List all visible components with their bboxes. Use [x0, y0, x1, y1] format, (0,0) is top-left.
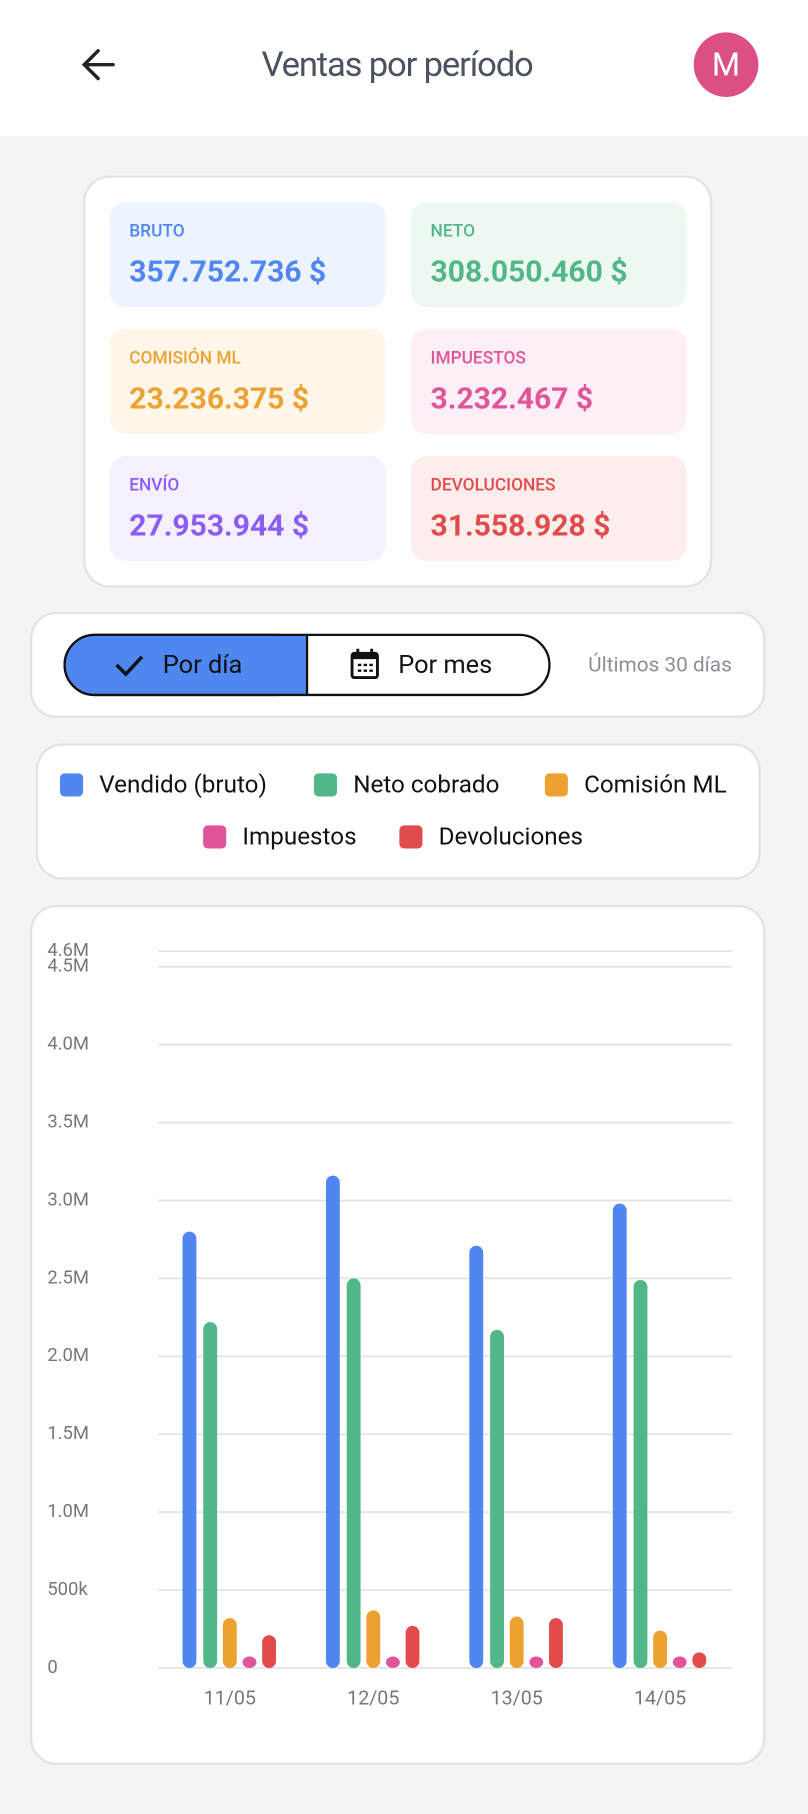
- y-tick-label: 4.6M: [47, 939, 89, 961]
- summary-value: 23.236.375 $: [129, 381, 309, 416]
- y-tick-label: 3.0M: [47, 1188, 89, 1210]
- legend-swatch: [544, 773, 568, 797]
- bar: [325, 1175, 340, 1668]
- summary-label: COMISIÓN ML: [129, 349, 241, 369]
- by-day-fill: [64, 634, 308, 695]
- summary-label: IMPUESTOS: [431, 349, 526, 369]
- summary-label: NETO: [431, 222, 476, 242]
- legend-label: Vendido (bruto): [99, 771, 267, 799]
- bar: [366, 1610, 381, 1668]
- bar: [633, 1279, 648, 1668]
- avatar-initial: M: [712, 46, 740, 84]
- app-bar: [0, 0, 808, 137]
- bar: [222, 1618, 237, 1668]
- avatar[interactable]: [693, 32, 759, 97]
- legend-label: Comisión ML: [584, 771, 727, 799]
- bar: [203, 1322, 218, 1668]
- bar: [182, 1231, 197, 1668]
- summary-value: 31.558.928 $: [431, 508, 611, 543]
- legend-swatch: [203, 825, 227, 849]
- y-tick-label: 3.5M: [47, 1110, 89, 1132]
- bar: [653, 1630, 668, 1668]
- bar: [509, 1616, 524, 1668]
- by-month-label: Por mes: [398, 650, 492, 680]
- summary-tile: [410, 202, 687, 308]
- y-tick-label: 0: [47, 1656, 57, 1678]
- summary-tile: [109, 329, 386, 435]
- summary-label: DEVOLUCIONES: [431, 476, 556, 496]
- legend-swatch: [60, 773, 84, 797]
- bar: [672, 1656, 687, 1668]
- bar: [405, 1625, 420, 1668]
- x-tick-label: 13/05: [491, 1686, 543, 1709]
- legend-card: [35, 743, 761, 880]
- by-day-label: Por día: [163, 650, 243, 680]
- y-tick-label: 1.5M: [47, 1422, 89, 1444]
- bar: [692, 1652, 707, 1668]
- summary-value: 308.050.460 $: [431, 255, 628, 290]
- legend-swatch: [399, 825, 423, 849]
- bar: [469, 1245, 484, 1668]
- x-tick-label: 14/05: [634, 1686, 686, 1709]
- bar: [529, 1656, 544, 1668]
- y-tick-label: 4.5M: [47, 955, 89, 977]
- bar: [262, 1635, 277, 1668]
- bar: [242, 1656, 257, 1668]
- legend-label: Devoluciones: [439, 822, 583, 850]
- summary-tile: [410, 329, 687, 435]
- summary-value: 27.953.944 $: [129, 508, 309, 543]
- bar: [612, 1203, 627, 1668]
- x-tick-label: 12/05: [347, 1686, 399, 1709]
- bar: [549, 1618, 563, 1668]
- y-tick-label: 4.0M: [47, 1033, 89, 1055]
- calendar-icon: [350, 648, 379, 680]
- y-tick-label: 2.0M: [47, 1344, 89, 1366]
- summary-tile: [109, 202, 386, 308]
- back-button[interactable]: [81, 49, 115, 81]
- by-month-button[interactable]: [307, 634, 550, 695]
- page-title: Ventas por período: [262, 45, 534, 85]
- x-tick-label: 11/05: [204, 1686, 256, 1709]
- y-tick-label: 2.5M: [47, 1266, 89, 1288]
- summary-value: 3.232.467 $: [431, 381, 594, 416]
- legend-label: Impuestos: [242, 822, 356, 850]
- y-tick-label: 1.0M: [47, 1500, 89, 1522]
- summary-value: 357.752.736 $: [129, 255, 326, 290]
- summary-tile: [109, 455, 386, 562]
- bar: [346, 1278, 361, 1668]
- summary-tile: [410, 455, 687, 562]
- summary-label: BRUTO: [129, 222, 184, 242]
- bar: [490, 1329, 504, 1668]
- summary-label: ENVÍO: [129, 476, 179, 496]
- range-label: Últimos 30 días: [588, 653, 732, 678]
- y-tick-label: 500k: [47, 1578, 88, 1600]
- bar: [385, 1656, 400, 1668]
- check-icon: [115, 655, 144, 677]
- legend-swatch: [313, 773, 338, 797]
- legend-label: Neto cobrado: [353, 771, 499, 799]
